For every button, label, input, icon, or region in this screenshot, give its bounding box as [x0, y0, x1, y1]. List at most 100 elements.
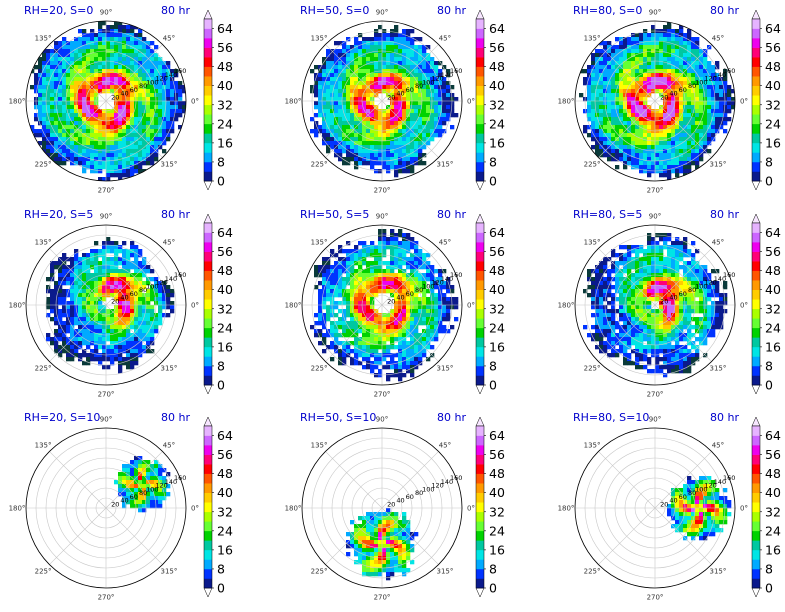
angular-gridline: [381, 44, 439, 102]
angular-gridline: [325, 451, 383, 509]
angle-tick-label: 315°: [160, 160, 177, 168]
colorbar-tick-label: 0: [489, 581, 497, 596]
colorbar-tick-label: 32: [489, 97, 505, 112]
colorbar-tick-label: 40: [489, 78, 505, 93]
angle-tick-label: 45°: [712, 442, 724, 450]
polar-panel: 20 40 60 8010012014016090°45°0°315°270°225°…: [558, 411, 781, 602]
angle-tick-label: 135°: [584, 239, 601, 247]
colorbar-tick-label: 64: [765, 225, 781, 240]
angular-gridline: [654, 44, 712, 102]
angle-tick-label: 225°: [584, 567, 601, 575]
radial-tick-label: 120: [155, 482, 167, 490]
radial-tick-label: 40: [396, 497, 404, 505]
angular-gridline: [381, 100, 439, 158]
polar-frame: [574, 20, 736, 182]
panel-title: RH=20, S=0: [24, 4, 93, 17]
colorbar: 64 56 48 40 32 24 16 8 0: [751, 213, 781, 395]
radial-tick-label: 120: [704, 75, 716, 83]
polar-frame: [574, 427, 736, 589]
angle-tick-label: 135°: [584, 35, 601, 43]
colorbar-tick-label: 48: [489, 466, 505, 481]
angle-tick-label: 270°: [647, 391, 664, 399]
angle-tick-label: 225°: [35, 160, 52, 168]
colorbar-tick-label: 56: [489, 40, 505, 55]
radial-tick-label: 60: [406, 290, 414, 298]
polar-panel: 20 40 60 8010012014016090°45°0°315°270°225°…: [9, 208, 233, 399]
radial-tick-label: 140: [714, 478, 726, 486]
angular-gridline: [598, 304, 656, 362]
angle-tick-label: 0°: [467, 98, 475, 106]
colorbar: 64 56 48 40 32 24 16 8 0: [203, 213, 233, 395]
angular-gridline: [381, 248, 439, 306]
colorbar-tick-label: 16: [489, 542, 505, 557]
angular-gridline: [105, 507, 163, 565]
radial-tick-label: 160: [450, 271, 462, 279]
radial-tick-label: 100: [146, 485, 158, 493]
angular-gridline: [325, 100, 383, 158]
polar-frame: [301, 224, 463, 386]
radial-tick-label: 60: [679, 86, 687, 94]
polar-panel: 20 40 60 8010012014016090°45°0°315°270°225°…: [558, 208, 781, 399]
angular-gridline: [381, 304, 439, 362]
angular-gridline: [381, 507, 439, 565]
angle-tick-label: 90°: [649, 213, 661, 221]
radial-tick-label: 20: [111, 500, 119, 508]
angle-tick-label: 0°: [467, 302, 475, 310]
polar-panel: 20 40 60 8010012014016090°45°0°315°270°225°…: [9, 4, 233, 195]
angular-gridline: [598, 100, 656, 158]
radial-tick-label: 60: [130, 290, 138, 298]
radial-tick-label: 80: [688, 82, 696, 90]
angle-tick-label: 90°: [649, 416, 661, 424]
colorbar-tick-label: 8: [217, 561, 225, 576]
angle-tick-label: 90°: [100, 9, 112, 17]
angle-tick-label: 45°: [163, 442, 175, 450]
angle-tick-label: 180°: [9, 505, 26, 513]
angle-tick-label: 270°: [647, 594, 664, 602]
polar-frame: [25, 427, 187, 589]
radial-tick-label: 60: [679, 493, 687, 501]
colorbar-tick-label: 64: [217, 428, 233, 443]
angle-tick-label: 315°: [709, 160, 726, 168]
radial-tick-label: 160: [723, 67, 735, 75]
radial-tick-label: 20: [111, 93, 119, 101]
radial-tick-label: 80: [415, 82, 423, 90]
colorbar-tick-label: 48: [489, 59, 505, 74]
radial-tick-label: 40: [120, 497, 128, 505]
radial-tick-label: 120: [431, 279, 443, 287]
colorbar-tick-label: 0: [217, 581, 225, 596]
angular-gridline: [598, 44, 656, 102]
angular-gridline: [325, 304, 383, 362]
radial-tick-label: 60: [406, 493, 414, 501]
angle-tick-label: 90°: [376, 416, 388, 424]
angle-tick-label: 315°: [709, 567, 726, 575]
angle-tick-label: 180°: [558, 98, 575, 106]
radial-tick-label: 60: [130, 86, 138, 94]
panel-title: RH=80, S=5: [573, 208, 642, 221]
polar-panel: 20 40 60 8010012014016090°45°0°315°270°225°…: [285, 411, 505, 602]
radial-tick-label: 160: [723, 271, 735, 279]
panel-title: RH=50, S=0: [300, 4, 369, 17]
angle-tick-label: 270°: [374, 594, 391, 602]
radial-tick-label: 60: [679, 290, 687, 298]
angle-tick-label: 270°: [374, 187, 391, 195]
colorbar-tick-label: 24: [217, 523, 233, 538]
angle-tick-label: 180°: [285, 505, 302, 513]
angular-gridline: [654, 100, 712, 158]
colorbar-tick-label: 48: [765, 466, 781, 481]
radial-tick-label: 80: [688, 489, 696, 497]
colorbar-tick-label: 48: [489, 263, 505, 278]
angular-gridline: [654, 507, 712, 565]
colorbar-tick-label: 8: [765, 154, 773, 169]
angular-gridline: [654, 451, 712, 509]
colorbar-tick-label: 56: [217, 447, 233, 462]
radial-tick-label: 140: [441, 275, 453, 283]
angle-tick-label: 315°: [160, 567, 177, 575]
angle-tick-label: 135°: [311, 239, 328, 247]
angle-tick-label: 180°: [558, 505, 575, 513]
panel-time-label: 80 hr: [437, 411, 466, 424]
radial-tick-label: 140: [714, 71, 726, 79]
angle-tick-label: 45°: [439, 239, 451, 247]
radial-tick-label: 120: [155, 279, 167, 287]
colorbar: 64 56 48 40 32 24 16 8 0: [203, 416, 233, 598]
